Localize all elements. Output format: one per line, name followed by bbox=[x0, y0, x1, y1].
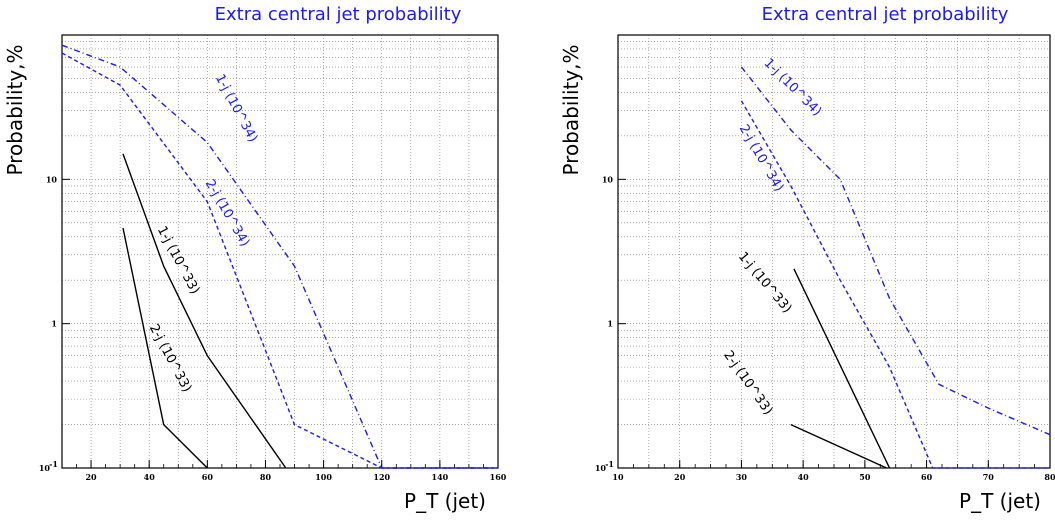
y-tick-label: 10 bbox=[602, 174, 614, 184]
x-tick-label: 140 bbox=[432, 472, 449, 482]
series-label: 1-j (10^33) bbox=[735, 249, 795, 316]
series-label: 1-j (10^34) bbox=[761, 56, 825, 120]
x-tick-label: 60 bbox=[921, 472, 933, 482]
series-label: 2-j (10^34) bbox=[736, 122, 786, 194]
x-tick-label: 70 bbox=[983, 472, 995, 482]
y-axis-label: Probability,% bbox=[559, 44, 583, 175]
series-line bbox=[793, 268, 891, 469]
series-line bbox=[122, 153, 287, 469]
x-tick-label: 80 bbox=[1044, 472, 1055, 482]
y-tick-label: 10 bbox=[595, 463, 607, 473]
x-axis-label: P_T (jet) bbox=[959, 489, 1041, 513]
series-label: 2-j (10^33) bbox=[720, 348, 775, 418]
x-tick-label: 40 bbox=[144, 472, 156, 482]
y-tick-exponent: -1 bbox=[49, 459, 58, 469]
series-label: 2-j (10^34) bbox=[202, 177, 252, 249]
x-tick-label: 160 bbox=[490, 472, 507, 482]
x-tick-label: 30 bbox=[736, 472, 748, 482]
series-label: 2-j (10^33) bbox=[146, 322, 194, 395]
series-line bbox=[740, 100, 1050, 469]
chart-title: Extra central jet probability bbox=[215, 4, 462, 25]
chart-title: Extra central jet probability bbox=[762, 4, 1009, 25]
y-tick-label: 1 bbox=[51, 319, 57, 329]
y-tick-label: 10 bbox=[46, 174, 58, 184]
series-line bbox=[122, 227, 208, 469]
x-tick-label: 80 bbox=[260, 472, 272, 482]
x-tick-label: 10 bbox=[612, 472, 624, 482]
series-line bbox=[61, 44, 498, 469]
series-line bbox=[61, 52, 498, 469]
x-tick-label: 40 bbox=[798, 472, 810, 482]
x-tick-label: 20 bbox=[85, 472, 97, 482]
y-tick-label: 10 bbox=[39, 463, 51, 473]
series-line bbox=[790, 423, 887, 469]
series-line bbox=[740, 66, 1051, 436]
y-axis-label: Probability,% bbox=[3, 44, 27, 175]
x-tick-label: 100 bbox=[315, 472, 332, 482]
x-tick-label: 60 bbox=[202, 472, 214, 482]
x-tick-label: 20 bbox=[674, 472, 686, 482]
y-tick-exponent: -1 bbox=[605, 459, 614, 469]
y-tick-label: 1 bbox=[607, 319, 613, 329]
x-tick-label: 120 bbox=[373, 472, 390, 482]
x-axis-label: P_T (jet) bbox=[404, 489, 486, 513]
series-label: 1-j (10^34) bbox=[212, 72, 260, 145]
x-tick-label: 50 bbox=[859, 472, 871, 482]
